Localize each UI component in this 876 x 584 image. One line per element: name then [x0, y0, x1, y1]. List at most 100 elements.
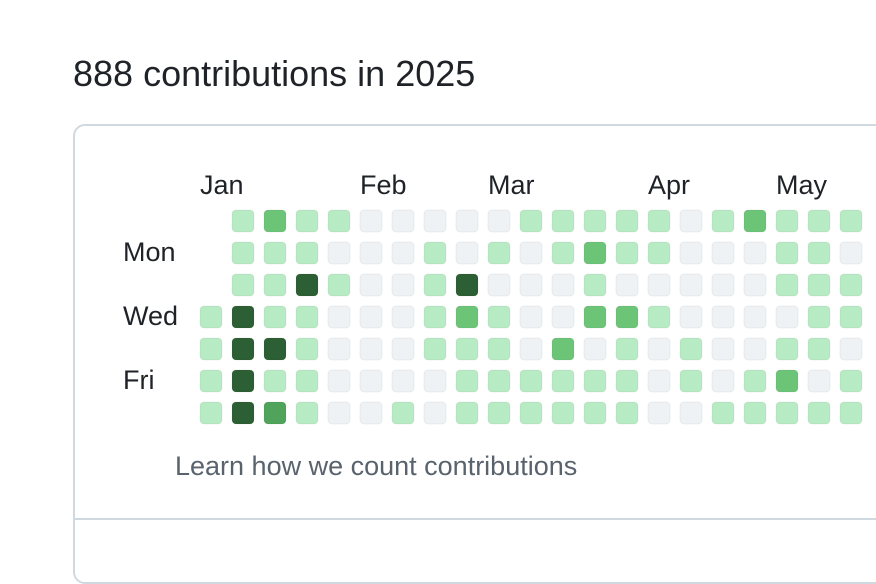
- contribution-cell: [263, 273, 287, 297]
- contribution-cell: [647, 369, 671, 393]
- contribution-cell: [615, 337, 639, 361]
- contribution-cell: [647, 273, 671, 297]
- contribution-cell: [199, 369, 223, 393]
- contribution-cell: [231, 273, 255, 297]
- contribution-cell: [807, 209, 831, 233]
- contribution-cell: [359, 337, 383, 361]
- contribution-cell: [551, 273, 575, 297]
- contribution-cell: [327, 241, 351, 265]
- contribution-cell: [807, 273, 831, 297]
- contribution-cell: [647, 305, 671, 329]
- contribution-cell: [231, 241, 255, 265]
- contribution-cell: [743, 305, 767, 329]
- contribution-cell: [647, 401, 671, 425]
- contribution-cell: [679, 305, 703, 329]
- contribution-cell: [519, 241, 543, 265]
- contribution-cell: [775, 305, 799, 329]
- contribution-cell: [327, 401, 351, 425]
- contribution-cell: [263, 241, 287, 265]
- contribution-cell: [423, 401, 447, 425]
- contribution-cell: [647, 241, 671, 265]
- contribution-cell: [839, 209, 863, 233]
- contribution-cell: [455, 337, 479, 361]
- contribution-cell: [839, 241, 863, 265]
- contribution-cell: [391, 337, 415, 361]
- month-label: Apr: [648, 170, 690, 200]
- contribution-cell: [263, 305, 287, 329]
- calendar: Jan Feb Mar Apr May Mon Wed Fri: [123, 170, 863, 425]
- contribution-cell: [359, 241, 383, 265]
- contribution-cell: [455, 305, 479, 329]
- contribution-cell: [839, 337, 863, 361]
- contribution-cell: [295, 401, 319, 425]
- contribution-cell: [423, 209, 447, 233]
- page: 888 contributions in 2025 Jan Feb Mar Apr Ma…: [73, 53, 876, 584]
- contribution-cell: [263, 401, 287, 425]
- contribution-cell: [327, 369, 351, 393]
- contribution-cell: [743, 241, 767, 265]
- contribution-cell: [551, 337, 575, 361]
- contribution-cell: [711, 273, 735, 297]
- contribution-cell: [231, 337, 255, 361]
- contribution-cell: [231, 369, 255, 393]
- contribution-cell: [743, 401, 767, 425]
- contribution-cell: [487, 273, 511, 297]
- contribution-cell: [519, 305, 543, 329]
- contribution-cell: [423, 337, 447, 361]
- contribution-cell: [455, 241, 479, 265]
- contribution-cell: [327, 273, 351, 297]
- contribution-cell: [679, 273, 703, 297]
- contribution-cell: [455, 273, 479, 297]
- contribution-cell: [519, 369, 543, 393]
- contribution-cell: [807, 369, 831, 393]
- contribution-cell: [455, 209, 479, 233]
- contribution-cell: [263, 369, 287, 393]
- contribution-cell: [583, 209, 607, 233]
- contribution-cell: [743, 273, 767, 297]
- contribution-cell: [231, 401, 255, 425]
- contribution-cell: [551, 209, 575, 233]
- contribution-cell: [327, 209, 351, 233]
- contribution-cell: [295, 305, 319, 329]
- month-label: Mar: [488, 170, 535, 200]
- contribution-cell: [455, 369, 479, 393]
- contribution-cell: [487, 337, 511, 361]
- learn-link[interactable]: Learn how we count contributions: [175, 451, 578, 481]
- contribution-cell: [487, 305, 511, 329]
- contribution-cell: [551, 241, 575, 265]
- contribution-cell: [199, 337, 223, 361]
- contribution-cell: [423, 241, 447, 265]
- contribution-cell: [775, 273, 799, 297]
- contribution-cell: [583, 369, 607, 393]
- contribution-cell: [807, 241, 831, 265]
- contribution-cell: [551, 369, 575, 393]
- contribution-cell: [679, 241, 703, 265]
- contribution-cell: [519, 337, 543, 361]
- day-label: Wed: [123, 301, 178, 331]
- contribution-cell: [391, 273, 415, 297]
- contribution-cell: [839, 273, 863, 297]
- contribution-cell: [583, 337, 607, 361]
- contribution-cell: [295, 369, 319, 393]
- contribution-cell: [551, 401, 575, 425]
- contribution-cell: [711, 369, 735, 393]
- contribution-cell: [711, 401, 735, 425]
- contribution-cell: [295, 337, 319, 361]
- contribution-cell: [199, 305, 223, 329]
- contribution-cell: [775, 401, 799, 425]
- day-label: Mon: [123, 237, 176, 267]
- contribution-cell: [455, 401, 479, 425]
- contribution-cell: [231, 209, 255, 233]
- contribution-cell: [807, 305, 831, 329]
- contribution-cell: [807, 337, 831, 361]
- contribution-cell: [231, 305, 255, 329]
- contribution-cell: [711, 241, 735, 265]
- contribution-cell: [391, 401, 415, 425]
- contribution-cell: [775, 337, 799, 361]
- contribution-cell: [487, 401, 511, 425]
- contribution-cell: [423, 305, 447, 329]
- contribution-cell: [263, 209, 287, 233]
- contribution-cell: [615, 305, 639, 329]
- contributions-title: 888 contributions in 2025: [73, 53, 476, 94]
- contribution-cell: [359, 273, 383, 297]
